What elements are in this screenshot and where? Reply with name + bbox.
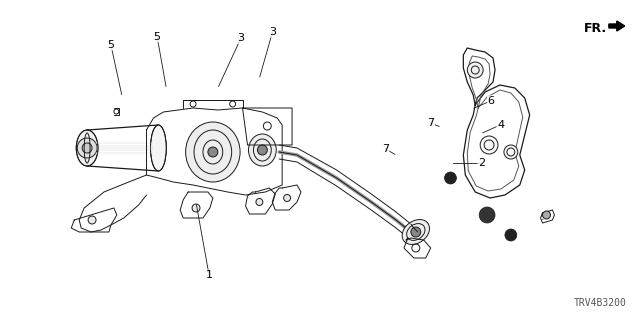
Circle shape [504, 145, 518, 159]
Text: FR.: FR. [584, 22, 607, 35]
Text: TRV4B3200: TRV4B3200 [574, 298, 627, 308]
Circle shape [505, 229, 517, 241]
Circle shape [208, 147, 218, 157]
Circle shape [256, 198, 263, 205]
Circle shape [82, 143, 92, 153]
Text: 6: 6 [488, 96, 495, 106]
Text: 1: 1 [205, 270, 212, 280]
Circle shape [257, 145, 268, 155]
Ellipse shape [150, 125, 166, 171]
Text: 3: 3 [237, 33, 244, 44]
Ellipse shape [186, 122, 240, 182]
Text: 3: 3 [269, 27, 276, 37]
Circle shape [467, 62, 483, 78]
Text: 7: 7 [428, 118, 435, 128]
Circle shape [508, 231, 515, 238]
Ellipse shape [248, 134, 276, 166]
Ellipse shape [402, 220, 429, 244]
Text: 2: 2 [478, 158, 485, 168]
Text: 4: 4 [497, 120, 504, 130]
Circle shape [543, 211, 550, 219]
FancyArrow shape [609, 21, 625, 31]
Circle shape [480, 136, 498, 154]
Text: 5: 5 [154, 32, 161, 42]
Circle shape [284, 195, 291, 202]
Text: 5: 5 [108, 40, 115, 50]
Circle shape [479, 207, 495, 223]
Circle shape [411, 227, 420, 237]
Circle shape [445, 172, 456, 184]
Circle shape [77, 138, 97, 158]
Circle shape [192, 204, 200, 212]
Text: 7: 7 [381, 144, 389, 154]
Ellipse shape [76, 130, 98, 166]
Circle shape [88, 216, 96, 224]
